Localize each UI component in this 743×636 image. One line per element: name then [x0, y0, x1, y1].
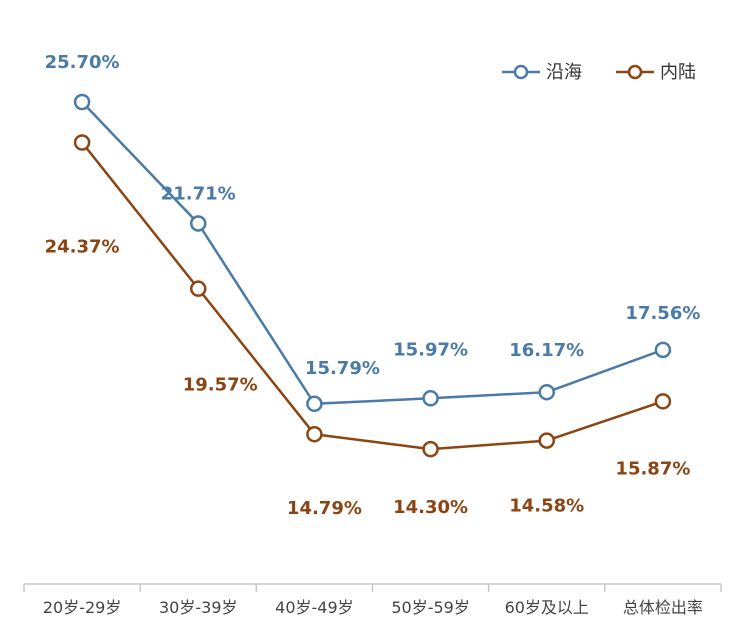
- legend-marker-icon: [627, 64, 643, 80]
- data-label: 14.58%: [509, 496, 584, 517]
- data-point: [422, 390, 439, 407]
- data-label: 15.97%: [393, 339, 468, 360]
- legend-marker-icon: [513, 64, 529, 80]
- data-point: [306, 395, 323, 413]
- legend-item: 沿海: [502, 62, 582, 83]
- legend-label: 沿海: [546, 62, 582, 83]
- x-tick-label: 50岁-59岁: [391, 598, 470, 617]
- data-point: [538, 432, 555, 449]
- data-point: [190, 280, 207, 297]
- series-line-1: [81, 141, 664, 451]
- data-label: 25.70%: [45, 52, 120, 73]
- data-point: [306, 425, 323, 443]
- data-point: [654, 393, 672, 410]
- data-point: [73, 134, 91, 151]
- data-label: 19.57%: [183, 375, 258, 396]
- data-point: [73, 93, 91, 111]
- data-label: 17.56%: [625, 303, 700, 324]
- data-label: 14.79%: [287, 498, 362, 519]
- data-point: [654, 341, 672, 359]
- x-tick-label: 总体检出率: [623, 598, 703, 617]
- data-label: 14.30%: [393, 497, 468, 518]
- x-tick-label: 20岁-29岁: [43, 598, 122, 617]
- data-label: 24.37%: [45, 236, 120, 257]
- data-label: 15.79%: [305, 358, 380, 379]
- data-label: 15.87%: [615, 458, 690, 479]
- legend-item: 内陆: [616, 62, 696, 83]
- data-point: [422, 440, 439, 458]
- legend-label: 内陆: [660, 62, 696, 83]
- x-tick-label: 60岁及以上: [505, 598, 589, 617]
- data-label: 21.71%: [161, 183, 236, 204]
- data-label: 16.17%: [509, 340, 584, 361]
- x-tick-label: 30岁-39岁: [159, 598, 238, 617]
- series-line-0: [81, 101, 664, 406]
- data-point: [538, 383, 555, 401]
- x-tick-label: 40岁-49岁: [275, 598, 354, 617]
- data-point: [190, 215, 207, 232]
